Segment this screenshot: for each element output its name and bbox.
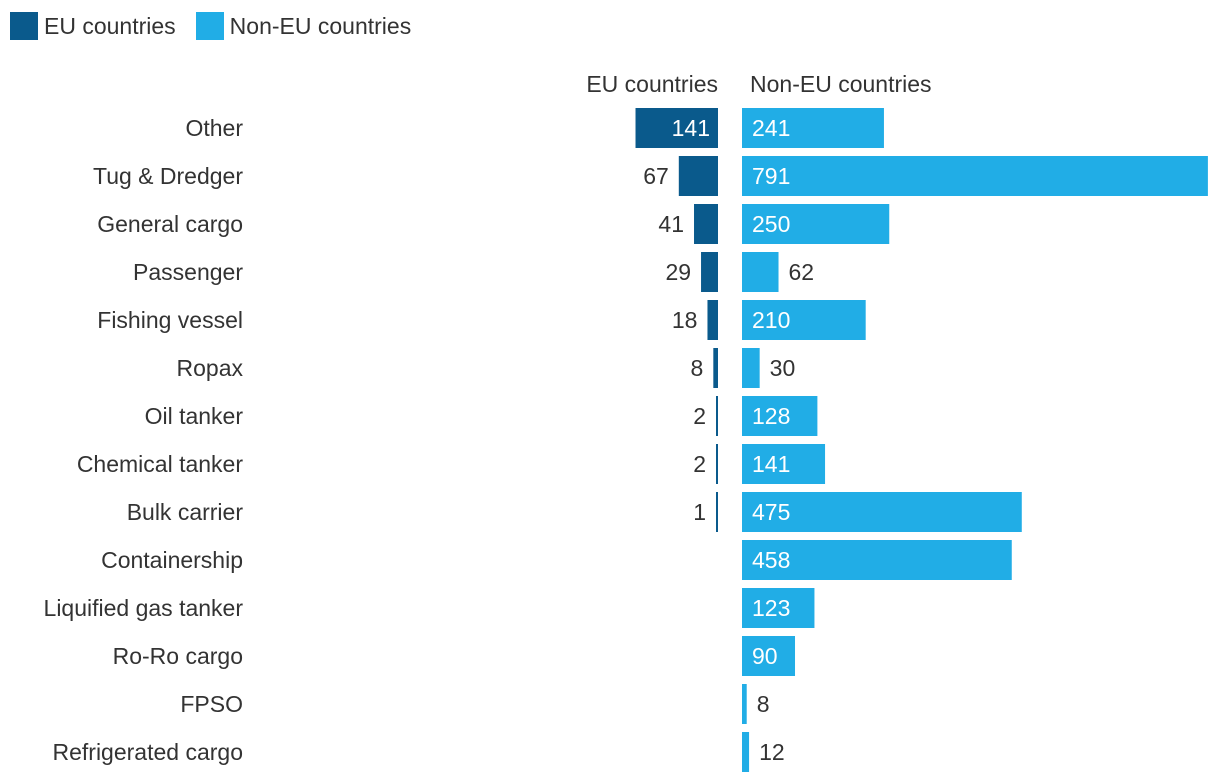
category-label: Containership — [101, 547, 243, 573]
legend-label-eu: EU countries — [44, 12, 176, 39]
category-label: Refrigerated cargo — [53, 739, 244, 765]
legend-item-eu[interactable]: EU countries — [10, 12, 176, 40]
bar-eu — [678, 156, 718, 196]
data-label-eu: 29 — [665, 259, 691, 285]
legend-item-non-eu[interactable]: Non-EU countries — [195, 12, 412, 40]
bar-non-eu — [742, 348, 760, 388]
category-label: Tug & Dredger — [93, 163, 243, 189]
data-label-non-eu: 62 — [789, 259, 815, 285]
data-label-non-eu: 8 — [757, 691, 770, 717]
category-label: Passenger — [133, 259, 243, 285]
data-label-non-eu: 210 — [752, 307, 790, 333]
column-header-eu: EU countries — [586, 71, 718, 97]
data-label-eu: 2 — [693, 403, 706, 429]
bar-non-eu — [742, 204, 890, 244]
category-label: FPSO — [180, 691, 243, 717]
data-label-non-eu: 475 — [752, 499, 790, 525]
bar-eu — [716, 444, 718, 484]
bar-non-eu — [742, 396, 818, 436]
data-label-eu: 8 — [691, 355, 704, 381]
data-label-eu: 18 — [672, 307, 698, 333]
data-label-non-eu: 791 — [752, 163, 790, 189]
bar-eu — [635, 108, 718, 148]
category-label: Ropax — [177, 355, 244, 381]
bar-non-eu — [742, 444, 826, 484]
bar-eu — [716, 492, 718, 532]
category-label: Bulk carrier — [127, 499, 244, 525]
data-label-eu: 141 — [672, 115, 710, 141]
bar-non-eu — [742, 108, 884, 148]
bar-non-eu — [742, 492, 1022, 532]
data-label-eu: 2 — [693, 451, 706, 477]
bar-non-eu — [742, 684, 747, 724]
category-label: General cargo — [97, 211, 243, 237]
bar-eu — [707, 300, 718, 340]
legend: EU countries Non-EU countries — [10, 12, 431, 40]
data-label-non-eu: 30 — [770, 355, 796, 381]
data-label-eu: 41 — [658, 211, 684, 237]
category-label: Fishing vessel — [97, 307, 243, 333]
data-label-non-eu: 241 — [752, 115, 790, 141]
bar-eu — [701, 252, 718, 292]
legend-swatch-non-eu — [195, 12, 224, 40]
bar-non-eu — [742, 588, 815, 628]
data-label-eu: 1 — [693, 499, 706, 525]
data-label-non-eu: 12 — [759, 739, 785, 765]
bar-non-eu — [742, 732, 750, 772]
data-label-non-eu: 123 — [752, 595, 790, 621]
category-label: Oil tanker — [145, 403, 244, 429]
bar-non-eu — [742, 300, 866, 340]
bar-non-eu — [742, 636, 796, 676]
bar-non-eu — [742, 540, 1012, 580]
bar-eu — [713, 348, 718, 388]
category-label: Chemical tanker — [77, 451, 244, 477]
category-label: Other — [185, 115, 243, 141]
data-label-non-eu: 141 — [752, 451, 790, 477]
category-label: Ro-Ro cargo — [113, 643, 243, 669]
category-label: Liquified gas tanker — [44, 595, 244, 621]
data-label-non-eu: 90 — [752, 643, 778, 669]
data-label-eu: 67 — [643, 163, 669, 189]
column-header-non-eu: Non-EU countries — [750, 71, 932, 97]
bar-eu — [694, 204, 718, 244]
data-label-non-eu: 128 — [752, 403, 790, 429]
legend-swatch-eu — [10, 12, 38, 40]
data-label-non-eu: 250 — [752, 211, 790, 237]
bar-non-eu — [742, 156, 1208, 196]
bar-non-eu — [742, 252, 779, 292]
data-label-non-eu: 458 — [752, 547, 790, 573]
bar-eu — [716, 396, 718, 436]
legend-label-non-eu: Non-EU countries — [229, 12, 412, 39]
